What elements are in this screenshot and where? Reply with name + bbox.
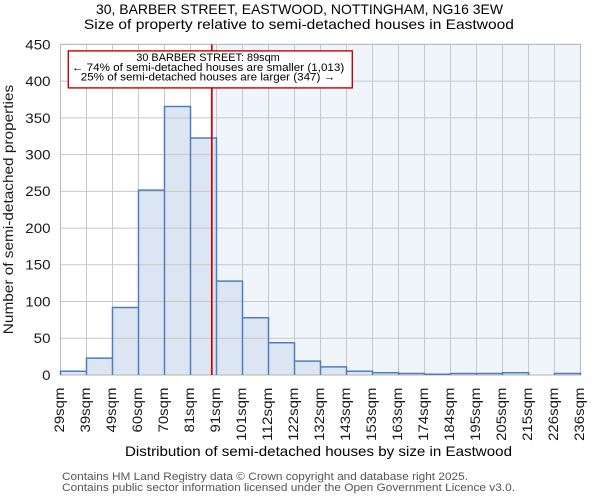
- svg-text:150: 150: [25, 257, 50, 273]
- svg-text:70sqm: 70sqm: [155, 388, 171, 433]
- svg-text:25% of semi-detached houses ar: 25% of semi-detached houses are larger (…: [81, 72, 336, 84]
- svg-text:226sqm: 226sqm: [545, 388, 561, 441]
- svg-text:Number of semi-detached proper: Number of semi-detached properties: [0, 85, 16, 334]
- svg-text:122sqm: 122sqm: [285, 388, 301, 441]
- svg-text:30, BARBER STREET, EASTWOOD, N: 30, BARBER STREET, EASTWOOD, NOTTINGHAM,…: [96, 1, 504, 17]
- svg-text:236sqm: 236sqm: [571, 388, 587, 441]
- svg-text:153sqm: 153sqm: [363, 388, 379, 441]
- svg-text:Contains public sector informa: Contains public sector information licen…: [62, 482, 515, 494]
- svg-text:195sqm: 195sqm: [467, 388, 483, 441]
- svg-text:400: 400: [25, 73, 50, 89]
- svg-text:205sqm: 205sqm: [493, 388, 509, 441]
- svg-text:49sqm: 49sqm: [103, 388, 119, 433]
- svg-text:81sqm: 81sqm: [181, 388, 197, 433]
- svg-text:174sqm: 174sqm: [415, 388, 431, 441]
- svg-text:Size of property relative to s: Size of property relative to semi-detach…: [84, 16, 514, 32]
- svg-text:184sqm: 184sqm: [441, 388, 457, 441]
- svg-text:50: 50: [34, 330, 51, 346]
- svg-text:132sqm: 132sqm: [311, 388, 327, 441]
- svg-text:350: 350: [25, 110, 50, 126]
- svg-text:450: 450: [25, 36, 50, 52]
- svg-text:Contains HM Land Registry data: Contains HM Land Registry data © Crown c…: [62, 471, 468, 483]
- svg-text:300: 300: [25, 147, 50, 163]
- svg-text:Distribution of semi-detached: Distribution of semi-detached houses by …: [125, 443, 512, 459]
- svg-text:112sqm: 112sqm: [259, 388, 275, 441]
- svg-text:100: 100: [25, 293, 50, 309]
- svg-text:101sqm: 101sqm: [233, 388, 249, 441]
- svg-text:39sqm: 39sqm: [77, 388, 93, 433]
- svg-text:200: 200: [25, 220, 50, 236]
- svg-text:91sqm: 91sqm: [207, 388, 223, 433]
- svg-text:250: 250: [25, 183, 50, 199]
- svg-text:29sqm: 29sqm: [51, 388, 67, 433]
- svg-text:30 BARBER STREET: 89sqm: 30 BARBER STREET: 89sqm: [136, 52, 279, 64]
- svg-text:163sqm: 163sqm: [389, 388, 405, 441]
- svg-text:0: 0: [42, 367, 51, 383]
- svg-text:143sqm: 143sqm: [337, 388, 353, 441]
- svg-text:← 74% of semi-detached houses: ← 74% of semi-detached houses are smalle…: [72, 62, 345, 74]
- svg-text:60sqm: 60sqm: [129, 388, 145, 433]
- svg-text:215sqm: 215sqm: [519, 388, 535, 441]
